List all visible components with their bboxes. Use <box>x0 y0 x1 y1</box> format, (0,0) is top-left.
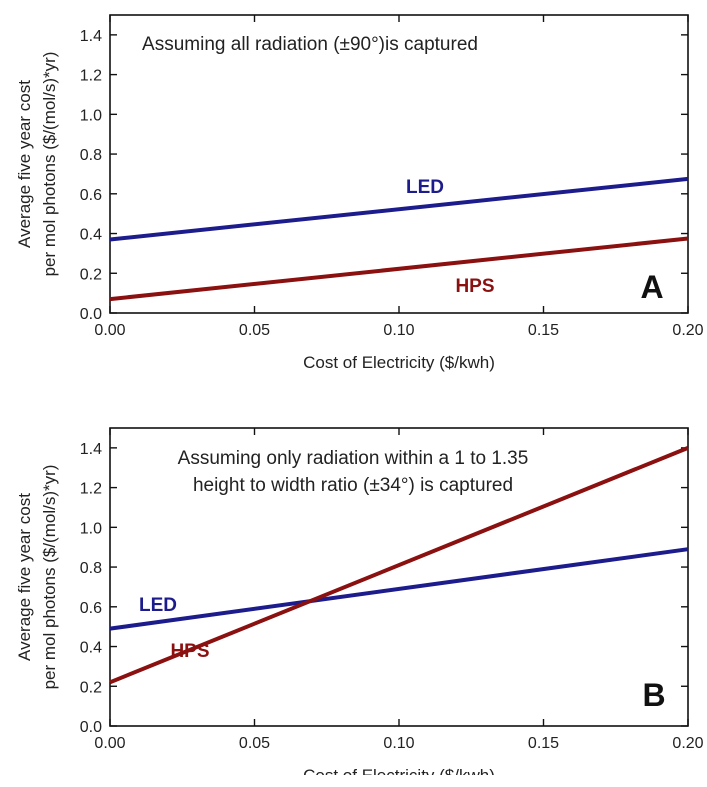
x-tick-label: 0.15 <box>528 735 559 752</box>
annotation-line-1: Assuming only radiation within a 1 to 1.… <box>178 448 529 469</box>
plot-frame <box>109 427 689 727</box>
y-tick-label: 0.8 <box>80 147 102 164</box>
y-tick-label: 1.0 <box>80 520 102 537</box>
y-tick-label: 1.4 <box>80 441 102 458</box>
y-axis-label-line-2: per mol photons ($/(mol/s)*yr) <box>40 465 59 690</box>
series-line-led <box>109 176 689 242</box>
y-tick-label: 0.4 <box>80 640 102 657</box>
series-label-hps: HPS <box>455 276 494 297</box>
y-axis-label-line-1: Average five year cost <box>15 493 34 661</box>
series-line-hps <box>109 236 689 302</box>
annotation-line-2: height to width ratio (±34°) is captured <box>193 475 513 496</box>
y-tick-label: 0.8 <box>80 560 102 577</box>
x-axis-label: Cost of Electricity ($/kwh) <box>303 353 495 372</box>
y-tick-label: 1.2 <box>80 481 102 498</box>
y-tick-label: 0.6 <box>80 600 102 617</box>
x-tick-label: 0.05 <box>239 322 270 339</box>
annotation-line-1: Assuming all radiation (±90°)is captured <box>142 34 478 55</box>
y-axis-label-line-2: per mol photons ($/(mol/s)*yr) <box>40 52 59 277</box>
x-tick-label: 0.15 <box>528 322 559 339</box>
series-label-led: LED <box>406 177 444 198</box>
y-tick-label: 0.2 <box>80 679 102 696</box>
y-tick-label: 1.2 <box>80 68 102 85</box>
y-tick-label: 0.4 <box>80 227 102 244</box>
y-tick-label: 0.2 <box>80 266 102 283</box>
series-line-led <box>109 547 689 631</box>
x-tick-label: 0.20 <box>672 735 703 752</box>
panel-letter: A <box>640 269 663 305</box>
x-tick-label: 0.20 <box>672 322 703 339</box>
x-tick-label: 0.10 <box>383 735 414 752</box>
panel-letter: B <box>642 677 665 713</box>
x-tick-label: 0.00 <box>94 322 125 339</box>
y-tick-label: 0.0 <box>80 306 102 323</box>
chart-a: 0.0 0.2 0.4 0.6 0.8 1.0 1.2 1.4 0.00 0.05 0.10 0.15… <box>15 14 704 372</box>
y-tick-label: 1.4 <box>80 28 102 45</box>
series-label-hps: HPS <box>170 641 209 662</box>
series-line-hps <box>109 446 689 685</box>
x-axis-label: Cost of Electricity ($/kwh) <box>303 766 495 775</box>
y-tick-label: 0.0 <box>80 719 102 736</box>
x-tick-label: 0.05 <box>239 735 270 752</box>
series-label-led: LED <box>139 595 177 616</box>
chart-b: 0.0 0.2 0.4 0.6 0.8 1.0 1.2 1.4 0.00 0.05 0.10 0.15… <box>15 427 704 775</box>
y-tick-label: 0.6 <box>80 187 102 204</box>
x-tick-label: 0.10 <box>383 322 414 339</box>
x-tick-label: 0.00 <box>94 735 125 752</box>
y-tick-label: 1.0 <box>80 107 102 124</box>
y-axis-label-line-1: Average five year cost <box>15 80 34 248</box>
